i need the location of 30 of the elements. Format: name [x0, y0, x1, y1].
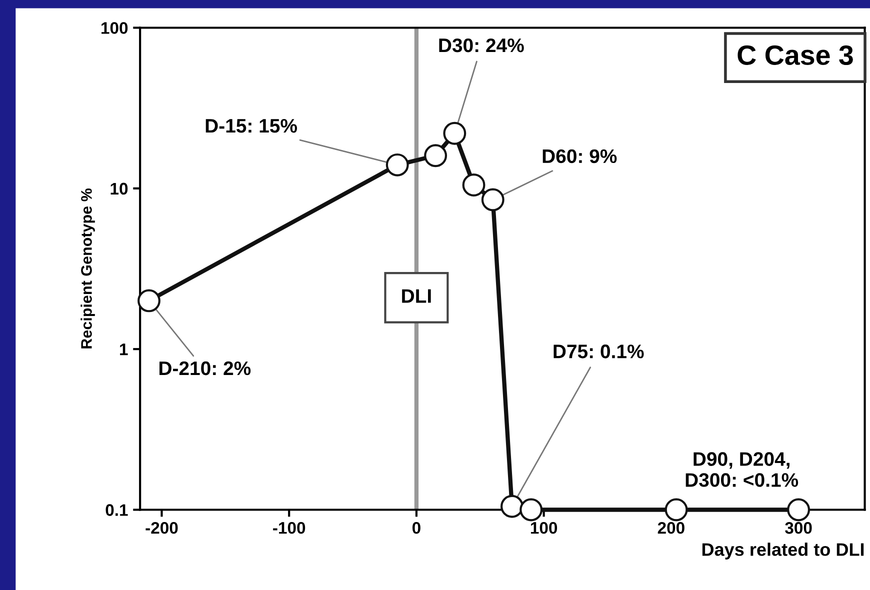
y-tick-label: 0.1: [106, 504, 128, 516]
y-tick-label: 1: [120, 344, 128, 356]
annotation: D30: 24%: [439, 38, 524, 52]
point: [520, 498, 543, 522]
x-tick-label: -100: [273, 522, 306, 534]
x-tick-label: 200: [658, 522, 684, 534]
point: [138, 289, 160, 312]
x-tick-label: 300: [785, 522, 812, 534]
point: [443, 122, 466, 145]
annotation: C Case 3: [738, 45, 853, 66]
x-tick-label: -200: [146, 522, 178, 534]
point: [424, 144, 448, 168]
point: [462, 174, 486, 196]
point: [481, 188, 504, 212]
point: [787, 498, 810, 522]
y-axis-title: Recipient Genotype %: [80, 188, 95, 348]
point: [386, 153, 409, 176]
y-tick-label: 100: [102, 22, 128, 34]
point: [500, 494, 524, 518]
ref-line-label: DLI: [402, 289, 431, 303]
annotation: D90, D204, D300: <0.1%: [686, 452, 798, 487]
point: [664, 498, 688, 522]
y-tick-label: 10: [110, 182, 128, 195]
x-axis-title: Days related to DLI: [702, 542, 864, 560]
annotation: D-15: 15%: [206, 119, 297, 133]
x-tick-label: 0: [412, 522, 420, 534]
annotation: D-210: 2%: [159, 361, 251, 376]
x-tick-label: 100: [530, 522, 558, 534]
annotation: D60: 9%: [542, 149, 617, 164]
annotation: D75: 0.1%: [554, 344, 644, 358]
